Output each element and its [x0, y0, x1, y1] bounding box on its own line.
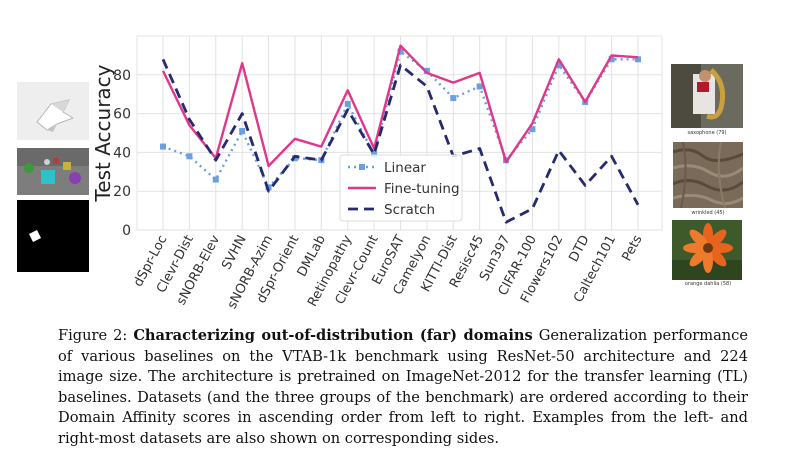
accuracy-line-chart: 020406080dSpr-LocClevr-DistsNORB-ElevSVH… — [91, 35, 663, 311]
data-point-linear — [635, 56, 641, 63]
caption-bold: Characterizing out-of-distribution (far)… — [133, 327, 533, 344]
wrinkled-label: wrinkled (45) — [691, 210, 725, 216]
y-axis-label: Test Accuracy — [91, 64, 115, 202]
x-tick-label: DTD — [566, 233, 592, 265]
data-point-linear — [239, 128, 246, 135]
data-point-linear — [555, 62, 562, 69]
series-line-scratch — [161, 58, 640, 224]
y-tick-label: 80 — [113, 68, 131, 84]
saxophone-label: saxophone (79) — [687, 130, 727, 136]
wrinkled-example-image — [673, 142, 743, 208]
legend: Linear Fine-tuning Scratch — [339, 154, 463, 222]
data-point-linear — [212, 176, 219, 183]
data-point-linear — [476, 83, 483, 90]
legend-label: Fine-tuning — [384, 181, 460, 197]
series-layer — [160, 44, 641, 224]
y-tick-label: 60 — [113, 107, 131, 123]
data-point-linear — [608, 56, 615, 63]
dsprites-example-image — [17, 82, 89, 140]
orange-dahlia-label: orange dahlia (58) — [684, 281, 732, 287]
data-point-linear — [344, 100, 351, 107]
saxophone-example-image — [671, 64, 743, 128]
data-point-linear — [450, 95, 457, 102]
data-point-linear — [397, 48, 404, 55]
series-line-fine-tuning — [161, 44, 639, 168]
data-point-linear — [529, 126, 536, 133]
orange-dahlia-example-image — [672, 220, 742, 280]
y-tick-label: 40 — [113, 145, 131, 161]
data-point-linear — [423, 67, 430, 74]
y-tick-label: 0 — [122, 223, 131, 239]
data-point-linear — [371, 151, 378, 158]
caption-text: Generalization performance of various ba… — [58, 327, 748, 447]
legend-label: Scratch — [384, 202, 435, 218]
legend-marker — [359, 164, 365, 170]
legend-box — [339, 154, 463, 222]
figure-caption: Figure 2: Characterizing out-of-distribu… — [58, 326, 748, 450]
data-point-linear — [160, 143, 166, 150]
clevr-example-image — [17, 148, 89, 195]
x-tick-label: Pets — [619, 233, 645, 264]
data-point-linear — [186, 153, 193, 160]
y-tick-label: 20 — [113, 184, 131, 200]
snorb-example-image — [17, 200, 89, 272]
legend-label: Linear — [384, 160, 426, 176]
caption-prefix: Figure 2: — [58, 327, 134, 344]
